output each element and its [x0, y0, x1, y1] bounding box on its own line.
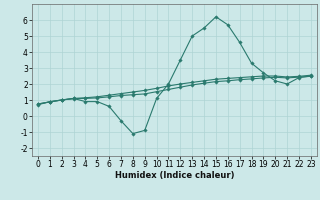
X-axis label: Humidex (Indice chaleur): Humidex (Indice chaleur): [115, 171, 234, 180]
